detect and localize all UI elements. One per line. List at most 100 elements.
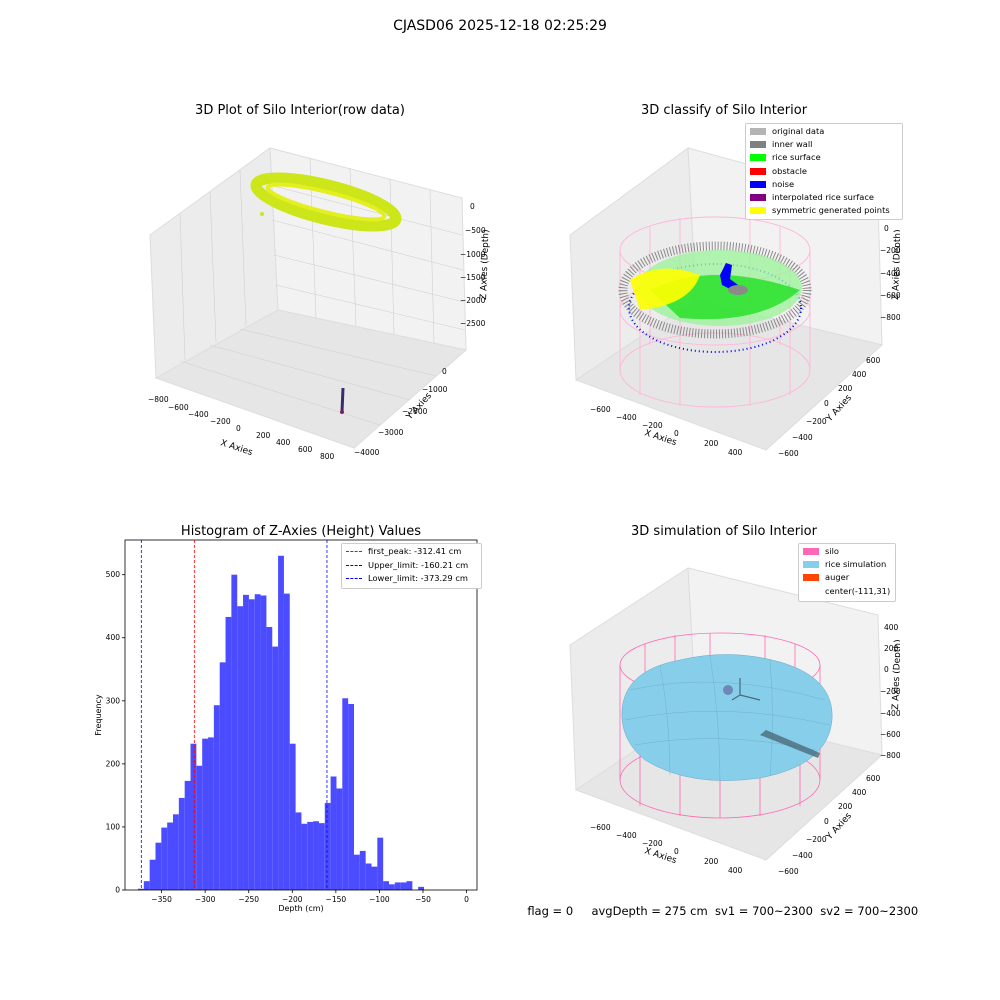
- zticks: 400 200 0 −200 −400 −600 −800: [880, 623, 900, 760]
- y-axis-label: Y Axies: [824, 393, 854, 425]
- legend-swatch: [803, 548, 819, 555]
- legend-item: inner wall: [750, 138, 898, 151]
- histogram-bar: [219, 662, 226, 890]
- ytick-label: −600: [778, 449, 799, 458]
- ztick-label: −400: [880, 269, 900, 278]
- xtick-label: −150: [326, 895, 347, 904]
- legend-swatch: [750, 180, 766, 188]
- figure-title: CJASD06 2025-12-18 02:25:29: [393, 18, 607, 34]
- histogram-bar: [283, 593, 290, 890]
- xtick-label: −800: [148, 395, 169, 404]
- legend-label: Lower_limit: -373.29 cm: [368, 573, 468, 583]
- histogram-bar: [254, 594, 261, 890]
- stick-end: [340, 410, 344, 414]
- histogram-bar: [324, 802, 331, 890]
- x-axis-label: Depth (cm): [278, 904, 323, 913]
- ytick-label: −3000: [378, 428, 404, 437]
- ytick-label: −200: [806, 417, 827, 426]
- xtick-label: 200: [256, 431, 271, 440]
- legend-swatch: [346, 551, 362, 552]
- ytick-label: 0: [442, 367, 447, 376]
- legend-swatch: [803, 561, 819, 569]
- yticks: −600 −400 −200 0 200 400 600: [778, 356, 881, 458]
- z-axis-label: Z Axies (Depth): [479, 229, 491, 300]
- y-axis-label: Frequency: [94, 694, 103, 736]
- panel1-title: 3D Plot of Silo Interior(row data): [195, 103, 405, 118]
- histogram-bar: [318, 823, 325, 890]
- ztick-label: 0: [884, 224, 889, 233]
- x-axis-label: X Axies: [643, 846, 678, 866]
- ytick-label: 400: [106, 633, 121, 642]
- histogram-bar: [295, 812, 302, 890]
- histogram-bar: [406, 881, 413, 890]
- legend-item: symmetric generated points: [750, 204, 898, 217]
- legend-swatch: [750, 207, 766, 215]
- ztick-label: −500: [465, 226, 486, 235]
- x-axis-label: X Axies: [643, 428, 678, 448]
- histogram-bar: [196, 765, 203, 890]
- legend-label: symmetric generated points: [772, 205, 890, 216]
- xticks: −600 −400 −200 0 200 400: [590, 405, 743, 457]
- ytick-label: 400: [852, 370, 867, 379]
- ytick-label: 0: [824, 817, 829, 826]
- legend-swatch: [346, 564, 362, 566]
- ztick-label: 400: [884, 623, 899, 632]
- y-axis-label: Y Axies: [824, 811, 854, 843]
- histogram-bar: [149, 859, 156, 890]
- histogram-bar: [231, 574, 238, 890]
- histogram-bar: [400, 882, 407, 890]
- ytick-label: −400: [792, 433, 813, 442]
- histogram-bar: [307, 821, 314, 890]
- histogram-bar: [365, 863, 372, 890]
- xtick-label: 400: [276, 438, 291, 447]
- rice-ring-inner: [265, 182, 387, 222]
- ytick-label: −400: [792, 851, 813, 860]
- xtick-label: 0: [236, 424, 241, 433]
- panel3-3d-plot: −600 −400 −200 0 200 400 X Axies −600 −4…: [569, 567, 900, 876]
- ztick-label: −200: [880, 687, 900, 696]
- xticks: −800 −600 −400 −200 0 200 400 600 800: [148, 395, 335, 461]
- xtick-label: −400: [616, 831, 637, 840]
- legend-label: first_peak: -312.41 cm: [368, 546, 462, 556]
- ytick-label: −600: [778, 867, 799, 876]
- ytick-label: 300: [106, 696, 121, 705]
- histogram-bar: [243, 594, 249, 890]
- plot-frame: [124, 539, 478, 891]
- ytick-label: 600: [866, 356, 881, 365]
- histogram-yticks: 0 100 200 300 400 500: [106, 570, 125, 895]
- legend-swatch: [750, 194, 766, 202]
- ytick-label: 200: [838, 802, 853, 811]
- ztick-label: −400: [880, 709, 900, 718]
- xtick-label: 200: [704, 857, 719, 866]
- xtick-label: 200: [704, 439, 719, 448]
- legend-swatch: [750, 128, 766, 135]
- x-axis-label: X Axies: [219, 438, 254, 458]
- legend-swatch: [803, 574, 819, 582]
- xtick-label: 0: [674, 429, 679, 438]
- rice-ring: [250, 172, 402, 232]
- ytick-label: −4000: [354, 448, 380, 457]
- histogram-bar: [359, 850, 366, 890]
- histogram-bar: [377, 837, 384, 890]
- ytick-label: 200: [106, 759, 121, 768]
- ztick-label: 200: [884, 644, 899, 653]
- legend-label: Upper_limit: -160.21 cm: [368, 559, 469, 570]
- xtick-label: −200: [210, 417, 231, 426]
- rice-simulation-surface: [621, 654, 833, 781]
- floor-pane: [154, 309, 468, 449]
- yticks: −600 −400 −200 0 200 400 600: [778, 774, 881, 876]
- histogram-bar: [266, 627, 273, 890]
- ytick-label: 600: [866, 774, 881, 783]
- histogram-bar: [371, 866, 378, 890]
- legend-item: rice surface: [750, 151, 898, 164]
- xtick-label: −600: [590, 405, 611, 414]
- histogram-bar: [389, 884, 395, 890]
- noise-points: [628, 263, 802, 353]
- histogram-bar: [190, 743, 197, 890]
- ytick-label: 0: [115, 886, 120, 895]
- legend-label: noise: [772, 178, 795, 189]
- legend-item: interpolated rice surface: [750, 191, 898, 204]
- histogram-bar: [155, 842, 162, 890]
- ytick-label: −1000: [422, 385, 448, 394]
- histogram-bar: [208, 737, 214, 890]
